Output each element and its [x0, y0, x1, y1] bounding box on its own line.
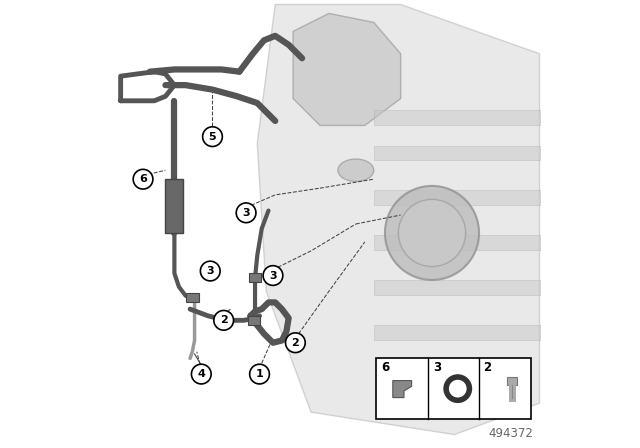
- Circle shape: [200, 261, 220, 281]
- Circle shape: [191, 364, 211, 384]
- Circle shape: [236, 203, 256, 223]
- Polygon shape: [257, 4, 540, 435]
- Polygon shape: [374, 325, 540, 340]
- Circle shape: [285, 333, 305, 353]
- Circle shape: [203, 127, 222, 146]
- Polygon shape: [393, 381, 412, 398]
- FancyBboxPatch shape: [376, 358, 531, 419]
- Text: 5: 5: [209, 132, 216, 142]
- Text: 494372: 494372: [488, 427, 533, 440]
- Text: 2: 2: [291, 338, 300, 348]
- Circle shape: [385, 186, 479, 280]
- Polygon shape: [249, 273, 261, 282]
- Polygon shape: [374, 235, 540, 250]
- Polygon shape: [186, 293, 198, 302]
- Text: 2: 2: [484, 361, 492, 374]
- Circle shape: [398, 199, 466, 267]
- Text: 3: 3: [243, 208, 250, 218]
- Text: 1: 1: [255, 369, 264, 379]
- Circle shape: [214, 310, 234, 330]
- Circle shape: [263, 266, 283, 285]
- Ellipse shape: [338, 159, 374, 181]
- Polygon shape: [165, 179, 184, 233]
- Polygon shape: [293, 13, 401, 125]
- Polygon shape: [374, 190, 540, 205]
- Text: 4: 4: [197, 369, 205, 379]
- Text: 3: 3: [207, 266, 214, 276]
- Circle shape: [250, 364, 269, 384]
- Text: 3: 3: [433, 361, 441, 374]
- Polygon shape: [374, 146, 540, 160]
- Text: 6: 6: [381, 361, 390, 374]
- Polygon shape: [507, 377, 517, 385]
- Text: 2: 2: [220, 315, 228, 325]
- Circle shape: [133, 169, 153, 189]
- Polygon shape: [374, 110, 540, 125]
- Text: 6: 6: [139, 174, 147, 184]
- Text: 3: 3: [269, 271, 276, 280]
- Polygon shape: [374, 280, 540, 295]
- Polygon shape: [248, 316, 260, 325]
